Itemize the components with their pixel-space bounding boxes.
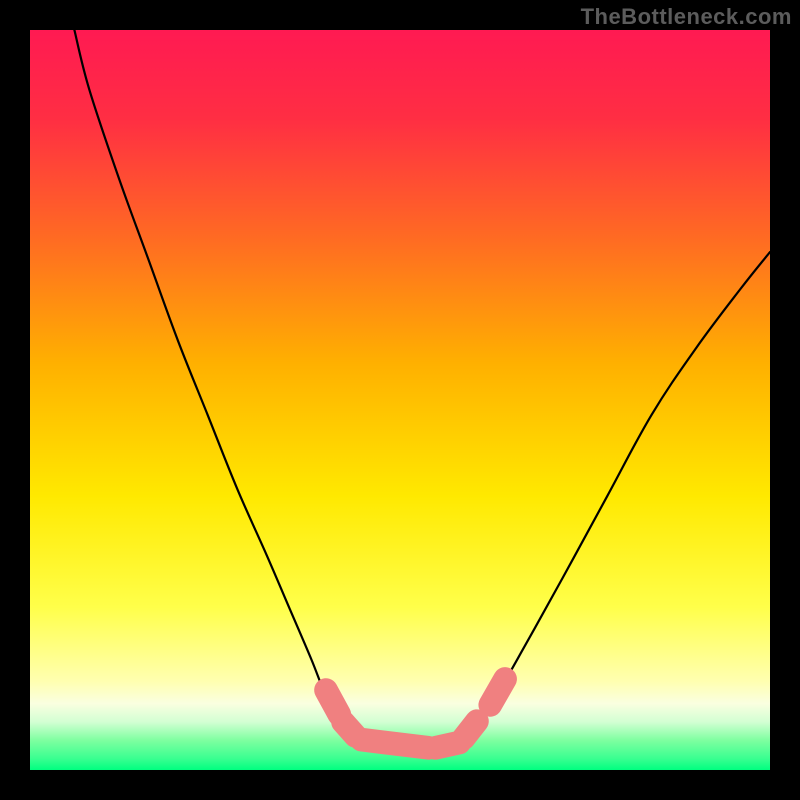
chart-canvas: TheBottleneck.com — [0, 0, 800, 800]
gradient-background — [30, 30, 770, 770]
marker-capsule — [490, 679, 505, 705]
marker-capsule — [362, 740, 429, 748]
marker-capsule — [464, 721, 477, 738]
chart-svg — [0, 0, 800, 800]
watermark-text: TheBottleneck.com — [581, 4, 792, 30]
marker-capsule — [326, 690, 339, 714]
